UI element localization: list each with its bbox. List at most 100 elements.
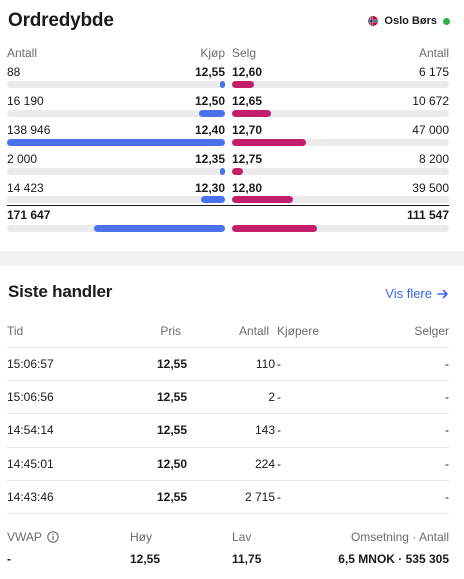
trade-buyer: - bbox=[277, 490, 281, 504]
col-header-seller: Selger bbox=[414, 324, 449, 338]
info-icon[interactable] bbox=[47, 531, 59, 543]
ask-total-fill bbox=[232, 225, 317, 232]
bid-price: 12,40 bbox=[194, 123, 225, 137]
bid-price: 12,35 bbox=[194, 152, 225, 166]
bid-depth-fill bbox=[7, 139, 225, 146]
high-value: 12,55 bbox=[130, 552, 161, 566]
bid-price: 12,50 bbox=[194, 94, 225, 108]
bid-depth-fill bbox=[199, 110, 225, 117]
trade-time: 15:06:56 bbox=[7, 390, 54, 404]
trade-price: 12,55 bbox=[156, 423, 187, 437]
trade-buyer: - bbox=[277, 423, 281, 437]
ask-depth-bar bbox=[232, 110, 449, 117]
trade-buyer: - bbox=[277, 390, 281, 404]
bid-depth-bar bbox=[7, 168, 225, 175]
trade-buyer: - bbox=[277, 357, 281, 371]
trade-price: 12,55 bbox=[156, 357, 187, 371]
trade-time: 15:06:57 bbox=[7, 357, 54, 371]
ask-depth-fill bbox=[232, 139, 306, 146]
trade-qty: 2 715 bbox=[244, 490, 275, 504]
trade-row: 14:43:46 12,55 2 715 - - bbox=[7, 480, 449, 513]
vwap-value: - bbox=[7, 552, 11, 566]
trade-seller: - bbox=[445, 423, 449, 437]
bid-price: 12,30 bbox=[194, 181, 225, 195]
bid-depth-fill bbox=[201, 196, 225, 203]
ask-depth-fill bbox=[232, 168, 243, 175]
bid-depth-bar bbox=[7, 81, 225, 88]
table-bottom-border bbox=[7, 513, 449, 514]
col-header-qty: Antall bbox=[238, 324, 269, 338]
vwap-label-group: VWAP bbox=[7, 530, 59, 544]
vwap-label: VWAP bbox=[7, 530, 42, 544]
trade-time: 14:43:46 bbox=[7, 490, 54, 504]
show-more-link[interactable]: Vis flere bbox=[385, 286, 449, 301]
trade-time: 14:45:01 bbox=[7, 457, 54, 471]
header-ask-qty: Antall bbox=[418, 46, 449, 60]
bid-depth-bar bbox=[7, 196, 225, 203]
norway-flag-icon bbox=[368, 16, 379, 26]
ask-total-bar bbox=[232, 225, 449, 232]
low-value: 11,75 bbox=[232, 552, 262, 566]
ask-price: 12,70 bbox=[232, 123, 263, 137]
show-more-label: Vis flere bbox=[385, 286, 432, 301]
ask-price: 12,60 bbox=[232, 65, 263, 79]
bid-depth-fill bbox=[220, 168, 225, 175]
ask-price: 12,75 bbox=[232, 152, 263, 166]
bid-depth-bar bbox=[7, 110, 225, 117]
trade-time: 14:54:14 bbox=[7, 423, 54, 437]
trade-qty: 224 bbox=[254, 457, 275, 471]
total-divider bbox=[7, 205, 449, 206]
turnover-label: Omsetning · Antall bbox=[350, 530, 449, 544]
bid-qty: 138 946 bbox=[7, 123, 51, 137]
trade-seller: - bbox=[445, 357, 449, 371]
ask-total-qty: 111 547 bbox=[406, 208, 449, 222]
bid-total-bar bbox=[7, 225, 225, 232]
bid-total-qty: 171 647 bbox=[7, 208, 51, 222]
trade-qty: 2 bbox=[268, 390, 275, 404]
ask-qty: 47 000 bbox=[412, 123, 449, 137]
trade-buyer: - bbox=[277, 457, 281, 471]
trade-row: 14:45:01 12,50 224 - - bbox=[7, 447, 449, 480]
bid-qty: 2 000 bbox=[7, 152, 38, 166]
trade-price: 12,50 bbox=[156, 457, 187, 471]
trade-row: 15:06:56 12,55 2 - - bbox=[7, 380, 449, 413]
bid-depth-bar bbox=[7, 139, 225, 146]
low-label: Lav bbox=[232, 530, 252, 544]
ask-depth-bar bbox=[232, 196, 449, 203]
ask-depth-fill bbox=[232, 196, 293, 203]
header-ask: Selg bbox=[232, 46, 257, 60]
ask-depth-bar bbox=[232, 139, 449, 146]
header-bid-qty: Antall bbox=[7, 46, 38, 60]
bid-qty: 14 423 bbox=[7, 181, 44, 195]
orderbook-title: Ordredybde bbox=[8, 10, 114, 31]
ask-qty: 8 200 bbox=[418, 152, 449, 166]
header-bid: Kjøp bbox=[200, 46, 225, 60]
bid-qty: 88 bbox=[7, 65, 21, 79]
ask-price: 12,65 bbox=[232, 94, 263, 108]
exchange-indicator: Oslo Børs bbox=[368, 15, 450, 27]
bid-depth-fill bbox=[220, 81, 225, 88]
trades-title: Siste handler bbox=[8, 282, 113, 301]
col-header-time: Tid bbox=[7, 324, 24, 338]
trade-seller: - bbox=[445, 490, 449, 504]
orderbook-panel: Ordredybde Oslo Børs Antall Kjøp Selg An… bbox=[0, 0, 464, 251]
arrow-right-icon bbox=[437, 289, 448, 298]
ask-qty: 6 175 bbox=[418, 65, 449, 79]
ask-depth-bar bbox=[232, 168, 449, 175]
trade-qty: 143 bbox=[254, 423, 275, 437]
exchange-name: Oslo Børs bbox=[384, 15, 437, 27]
col-header-buyer: Kjøpere bbox=[277, 324, 320, 338]
trade-row: 15:06:57 12,55 110 - - bbox=[7, 347, 449, 380]
bid-qty: 16 190 bbox=[7, 94, 44, 108]
ask-qty: 10 672 bbox=[412, 94, 449, 108]
trade-price: 12,55 bbox=[156, 490, 187, 504]
ask-qty: 39 500 bbox=[412, 181, 449, 195]
trade-seller: - bbox=[445, 457, 449, 471]
trade-price: 12,55 bbox=[156, 390, 187, 404]
section-divider bbox=[0, 251, 464, 266]
high-label: Høy bbox=[130, 530, 152, 544]
col-header-price: Pris bbox=[160, 324, 181, 338]
ask-depth-fill bbox=[232, 81, 254, 88]
live-status-icon bbox=[443, 17, 450, 25]
ask-depth-bar bbox=[232, 81, 449, 88]
